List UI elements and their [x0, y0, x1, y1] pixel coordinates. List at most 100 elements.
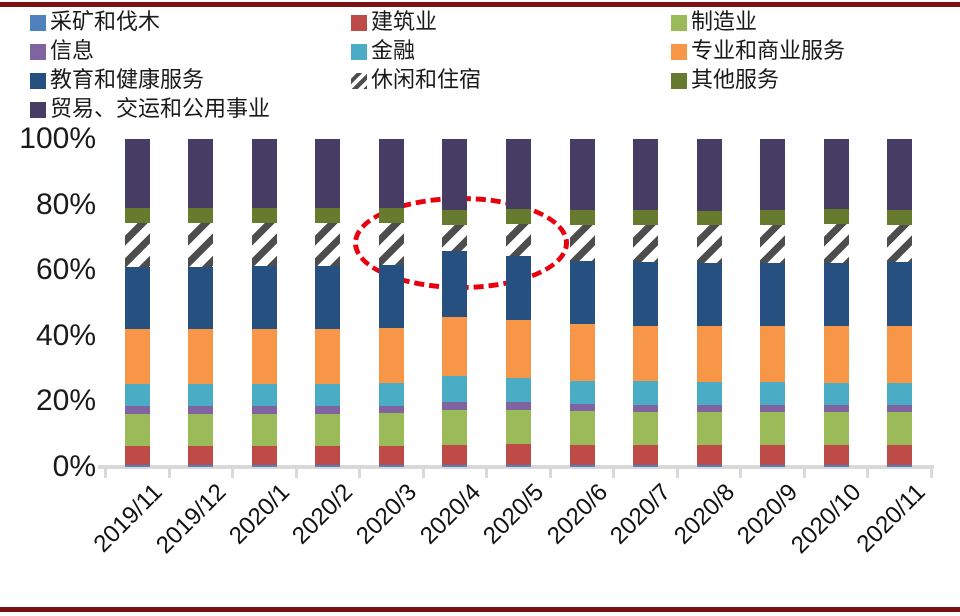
legend-label: 贸易、交运和公用事业	[50, 96, 271, 122]
segment-建筑业	[696, 445, 722, 466]
legend-label: 金融	[371, 38, 416, 64]
segment-采矿和伐木	[760, 465, 786, 467]
segment-休闲和住宿	[887, 224, 913, 263]
legend-item-其他服务: 其他服务	[671, 67, 956, 93]
legend-item-休闲和住宿: 休闲和住宿	[351, 69, 671, 92]
x-axis-tick	[930, 465, 934, 478]
segment-其他服务	[823, 209, 849, 225]
segment-建筑业	[569, 445, 595, 466]
segment-贸易-交运和公用事业	[569, 139, 595, 211]
segment-金融	[887, 382, 913, 406]
x-tick-label: 2020/4	[414, 478, 486, 550]
segment-休闲和住宿	[760, 224, 786, 263]
segment-制造业	[315, 413, 341, 447]
bar-2020-11	[887, 139, 913, 467]
segment-信息	[696, 405, 722, 413]
segment-教育和健康服务	[633, 262, 659, 326]
legend-label: 专业和商业服务	[691, 38, 846, 64]
legend-item-金融: 金融	[351, 38, 671, 64]
legend-label: 教育和健康服务	[50, 67, 205, 93]
legend-marker-icon	[671, 72, 687, 89]
segment-采矿和伐木	[823, 465, 849, 467]
segment-金融	[442, 376, 468, 403]
segment-信息	[506, 402, 531, 410]
segment-采矿和伐木	[188, 465, 214, 467]
segment-专业和商业服务	[887, 326, 913, 383]
segment-信息	[315, 406, 341, 414]
segment-建筑业	[633, 445, 659, 466]
segment-建筑业	[251, 446, 277, 466]
segment-采矿和伐木	[378, 465, 404, 467]
x-tick-label: 2020/10	[786, 478, 867, 560]
x-axis-tick	[739, 465, 743, 478]
segment-专业和商业服务	[633, 325, 659, 382]
bar-2019-12	[188, 139, 214, 467]
bar-2020-8	[696, 139, 722, 467]
legend-marker-icon	[671, 43, 687, 60]
bar-2020-5	[506, 139, 531, 467]
segment-休闲和住宿	[506, 223, 531, 256]
segment-建筑业	[315, 446, 341, 466]
segment-采矿和伐木	[506, 465, 531, 467]
x-tick-label: 2020/6	[541, 478, 613, 550]
segment-休闲和住宿	[633, 225, 659, 263]
segment-信息	[633, 404, 659, 412]
segment-教育和健康服务	[760, 262, 786, 327]
segment-采矿和伐木	[315, 465, 341, 467]
segment-其他服务	[506, 209, 531, 224]
bottom-rule	[0, 607, 960, 612]
x-axis-tick	[294, 465, 298, 478]
x-axis-tick	[167, 465, 171, 478]
segment-制造业	[823, 412, 849, 446]
segment-贸易-交运和公用事业	[506, 139, 531, 210]
x-tick-label: 2020/11	[851, 478, 931, 558]
segment-制造业	[442, 410, 468, 445]
legend-item-采矿和伐木: 采矿和伐木	[30, 9, 351, 35]
segment-贸易-交运和公用事业	[378, 139, 404, 209]
segment-建筑业	[188, 446, 214, 466]
segment-金融	[506, 377, 531, 403]
segment-教育和健康服务	[251, 266, 277, 330]
segment-其他服务	[887, 209, 913, 225]
legend-label: 采矿和伐木	[50, 9, 161, 35]
y-tick-label: 40%	[35, 318, 96, 352]
legend-label: 其他服务	[691, 67, 780, 93]
segment-休闲和住宿	[823, 224, 849, 263]
segment-金融	[251, 384, 277, 407]
segment-建筑业	[823, 445, 849, 466]
segment-采矿和伐木	[633, 465, 659, 467]
segment-制造业	[887, 412, 913, 446]
segment-采矿和伐木	[442, 465, 468, 467]
segment-贸易-交运和公用事业	[124, 139, 150, 209]
bar-2020-6	[569, 139, 595, 467]
segment-贸易-交运和公用事业	[887, 139, 913, 210]
legend-item-教育和健康服务: 教育和健康服务	[30, 67, 351, 93]
x-tick-label: 2020/7	[605, 478, 677, 550]
segment-休闲和住宿	[378, 223, 404, 265]
x-tick-label: 2020/5	[478, 478, 550, 550]
legend-marker-icon	[30, 14, 46, 31]
legend-marker-icon	[351, 72, 367, 89]
segment-休闲和住宿	[315, 222, 341, 267]
legend-label: 建筑业	[371, 9, 438, 35]
segment-建筑业	[442, 445, 468, 465]
x-axis-tick	[548, 465, 552, 478]
segment-贸易-交运和公用事业	[188, 139, 214, 209]
segment-金融	[315, 384, 341, 407]
legend-item-制造业: 制造业	[671, 11, 956, 34]
legend-marker-icon	[351, 43, 367, 60]
segment-信息	[188, 406, 214, 414]
x-tick-label: 2019/12	[151, 478, 232, 560]
segment-其他服务	[633, 210, 659, 226]
segment-教育和健康服务	[887, 262, 913, 327]
segment-采矿和伐木	[124, 465, 150, 467]
segment-休闲和住宿	[124, 223, 150, 267]
segment-其他服务	[315, 207, 341, 223]
segment-其他服务	[569, 210, 595, 226]
segment-休闲和住宿	[696, 225, 722, 264]
segment-金融	[124, 384, 150, 407]
bar-2020-4	[442, 138, 468, 467]
segment-制造业	[378, 412, 404, 447]
legend-item-专业和商业服务: 专业和商业服务	[671, 38, 956, 64]
